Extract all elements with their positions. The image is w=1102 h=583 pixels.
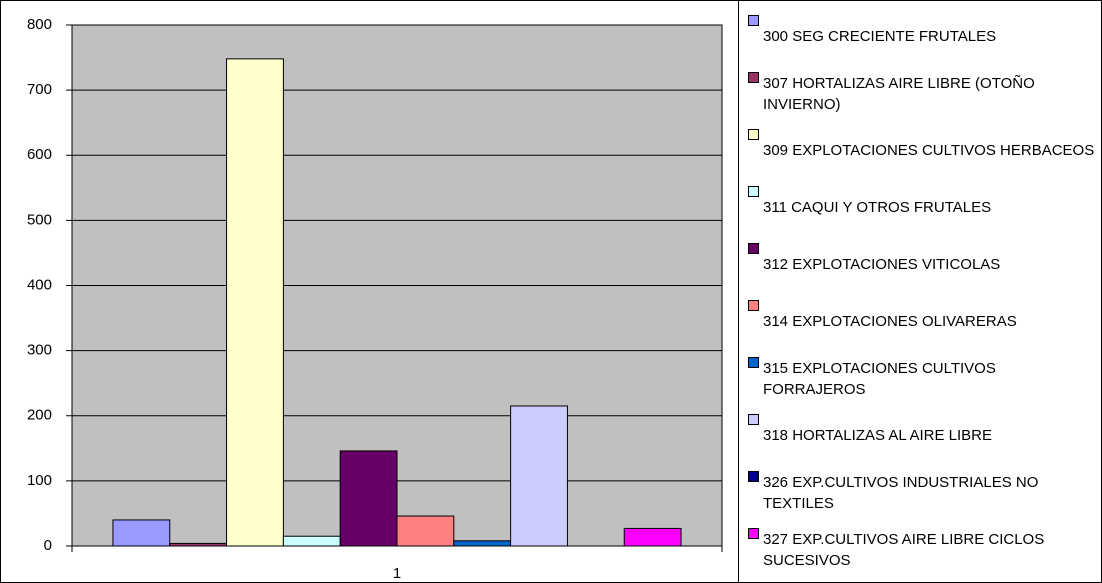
- x-tick-label: 1: [393, 565, 401, 582]
- y-tick-label: 500: [27, 211, 52, 228]
- y-tick-label: 100: [27, 472, 52, 489]
- legend-label: 326 EXP.CULTIVOS INDUSTRIALES NO TEXTILE…: [763, 473, 1039, 512]
- y-tick-label: 200: [27, 407, 52, 424]
- bar: [453, 540, 512, 547]
- legend-item: 314 EXPLOTACIONES OLIVARERAS: [744, 293, 1102, 350]
- legend-swatch: [748, 414, 759, 425]
- legend-label: 315 EXPLOTACIONES CULTIVOS FORRAJEROS: [763, 359, 996, 398]
- legend-label: 307 HORTALIZAS AIRE LIBRE (OTOÑO INVIERN…: [763, 74, 1035, 113]
- legend-label: 300 SEG CRECIENTE FRUTALES: [763, 28, 997, 45]
- legend-item: 327 EXP.CULTIVOS AIRE LIBRE CICLOS SUCES…: [744, 521, 1102, 578]
- legend-swatch: [748, 129, 759, 140]
- legend-item: 315 EXPLOTACIONES CULTIVOS FORRAJEROS: [744, 350, 1102, 407]
- bar: [623, 527, 682, 547]
- y-tick-label: 0: [44, 537, 52, 554]
- y-tick-label: 800: [27, 16, 52, 33]
- legend-swatch: [748, 72, 759, 83]
- legend-swatch: [748, 300, 759, 311]
- legend-swatch: [748, 528, 759, 539]
- legend-item: 326 EXP.CULTIVOS INDUSTRIALES NO TEXTILE…: [744, 464, 1102, 521]
- bar: [112, 519, 171, 547]
- legend-swatch: [748, 243, 759, 254]
- y-tick-label: 300: [27, 342, 52, 359]
- legend-item: 318 HORTALIZAS AL AIRE LIBRE: [744, 407, 1102, 464]
- y-tick-label: 700: [27, 81, 52, 98]
- legend-label: 311 CAQUI Y OTROS FRUTALES: [763, 199, 992, 216]
- legend-item: 309 EXPLOTACIONES CULTIVOS HERBACEOS: [744, 122, 1102, 179]
- legend-swatch: [748, 186, 759, 197]
- legend-swatch: [748, 471, 759, 482]
- y-tick-label: 600: [27, 146, 52, 163]
- legend-swatch: [748, 357, 759, 368]
- legend-label: 312 EXPLOTACIONES VITICOLAS: [763, 256, 1001, 273]
- legend-item: 307 HORTALIZAS AIRE LIBRE (OTOÑO INVIERN…: [744, 65, 1102, 122]
- bar: [169, 542, 228, 547]
- legend: 300 SEG CRECIENTE FRUTALES 307 HORTALIZAS…: [744, 8, 1102, 578]
- legend-item: 311 CAQUI Y OTROS FRUTALES: [744, 179, 1102, 236]
- legend-label: 309 EXPLOTACIONES CULTIVOS HERBACEOS: [763, 142, 1095, 159]
- legend-label: 318 HORTALIZAS AL AIRE LIBRE: [763, 427, 992, 444]
- legend-swatch: [748, 15, 759, 26]
- y-tick-label: 400: [27, 276, 52, 293]
- legend-label: 327 EXP.CULTIVOS AIRE LIBRE CICLOS SUCES…: [763, 530, 1045, 569]
- legend-label: 314 EXPLOTACIONES OLIVARERAS: [763, 313, 1017, 330]
- bar: [510, 405, 568, 547]
- bar: [282, 535, 341, 547]
- legend-item: 300 SEG CRECIENTE FRUTALES: [744, 8, 1102, 65]
- bar: [226, 58, 284, 547]
- legend-item: 312 EXPLOTACIONES VITICOLAS: [744, 236, 1102, 293]
- bar: [339, 450, 398, 547]
- bar: [396, 515, 455, 547]
